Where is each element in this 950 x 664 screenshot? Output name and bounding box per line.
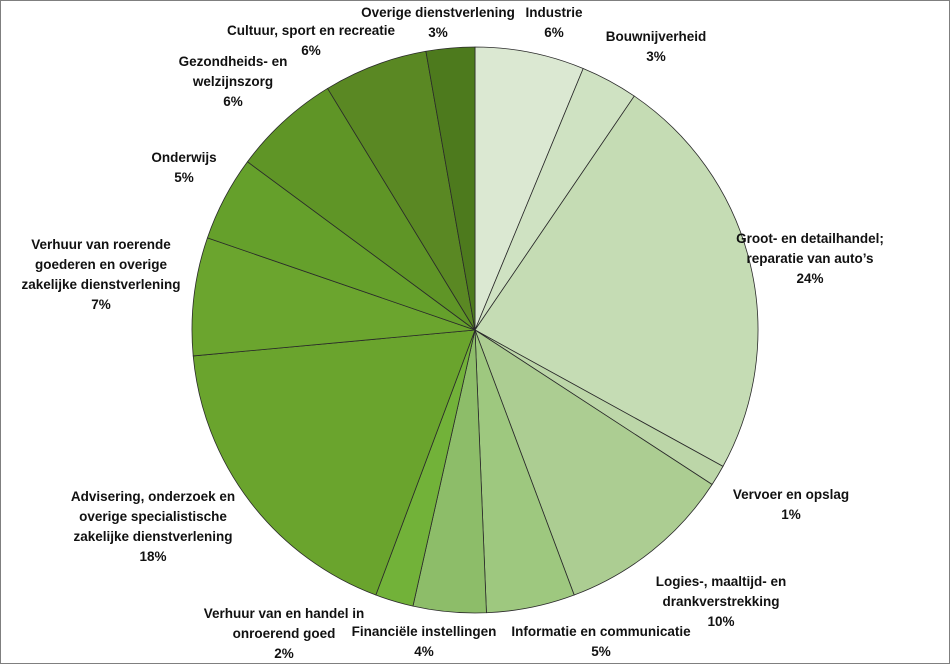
slice-percent-label: 3% xyxy=(646,49,666,64)
slice-label-6: Informatie en communicatie 5% xyxy=(511,624,691,659)
pie-slice-3 xyxy=(474,95,759,467)
slice-label-5: Logies-, maaltijd- en drankverstrekking 10… xyxy=(656,574,787,629)
slice-label-8: Verhuur van en handel in onroerend goed 2% xyxy=(204,606,365,661)
slice-name-line: Logies-, maaltijd- en xyxy=(656,574,787,589)
pie-slice-9 xyxy=(192,329,476,596)
pie-slice-10 xyxy=(191,237,476,357)
slice-percent-label: 3% xyxy=(428,25,448,40)
slice-label-2: Bouwnijverheid 3% xyxy=(606,29,707,64)
slice-percent-label: 18% xyxy=(139,549,166,564)
slice-percent-label: 6% xyxy=(301,43,321,58)
slice-labels: Industrie 6% Bouwnijverheid 3% Groot- en det… xyxy=(21,5,883,661)
slice-name-line: goederen en overige xyxy=(35,257,168,272)
slice-name-line: Onderwijs xyxy=(151,150,216,165)
slice-name-line: zakelijke dienstverlening xyxy=(73,529,232,544)
slice-name-line: Advisering, onderzoek en xyxy=(71,489,235,504)
slice-name-line: zakelijke dienstverlening xyxy=(21,277,180,292)
slice-percent-label: 24% xyxy=(796,271,823,286)
slice-label-13: Cultuur, sport en recreatie 6% xyxy=(227,23,396,58)
slice-percent-label: 6% xyxy=(544,25,564,40)
slice-label-7: Financiële instellingen 4% xyxy=(352,624,497,659)
slice-percent-label: 5% xyxy=(174,170,194,185)
slice-name-line: overige specialistische xyxy=(79,509,227,524)
slice-label-11: Onderwijs 5% xyxy=(151,150,216,185)
slice-percent-label: 7% xyxy=(91,297,111,312)
slice-label-14: Overige dienstverlening 3% xyxy=(361,5,515,40)
slice-name-line: onroerend goed xyxy=(233,626,336,641)
slice-name-line: Bouwnijverheid xyxy=(606,29,707,44)
slice-name-line: Financiële instellingen xyxy=(352,624,497,639)
slice-name-line: Informatie en communicatie xyxy=(511,624,691,639)
slice-name-line: Gezondheids- en xyxy=(179,54,288,69)
slice-name-line: Verhuur van en handel in xyxy=(204,606,365,621)
slice-label-12: Gezondheids- en welzijnszorg 6% xyxy=(179,54,288,109)
slice-percent-label: 1% xyxy=(781,507,801,522)
slice-name-line: Overige dienstverlening xyxy=(361,5,515,20)
slice-name-line: Cultuur, sport en recreatie xyxy=(227,23,396,38)
pie-slice-5 xyxy=(474,329,713,596)
slice-name-line: welzijnszorg xyxy=(192,74,273,89)
slice-name-line: reparatie van auto’s xyxy=(746,251,873,266)
pie-slice-14 xyxy=(425,46,476,331)
slice-percent-label: 2% xyxy=(274,646,294,661)
slice-label-9: Advisering, onderzoek en overige speciali… xyxy=(71,489,235,564)
slice-label-4: Vervoer en opslag 1% xyxy=(733,487,849,522)
slice-name-line: Groot- en detailhandel; xyxy=(736,231,884,246)
slice-name-line: Industrie xyxy=(525,5,582,20)
slice-label-1: Industrie 6% xyxy=(525,5,582,40)
slice-percent-label: 10% xyxy=(707,614,734,629)
slice-name-line: Verhuur van roerende xyxy=(31,237,171,252)
slice-percent-label: 4% xyxy=(414,644,434,659)
slice-label-10: Verhuur van roerende goederen en overige z… xyxy=(21,237,180,312)
slice-label-3: Groot- en detailhandel; reparatie van aut… xyxy=(736,231,884,286)
pie-slices xyxy=(191,46,759,614)
slice-name-line: drankverstrekking xyxy=(662,594,779,609)
slice-name-line: Vervoer en opslag xyxy=(733,487,849,502)
slice-percent-label: 6% xyxy=(223,94,243,109)
slice-percent-label: 5% xyxy=(591,644,611,659)
